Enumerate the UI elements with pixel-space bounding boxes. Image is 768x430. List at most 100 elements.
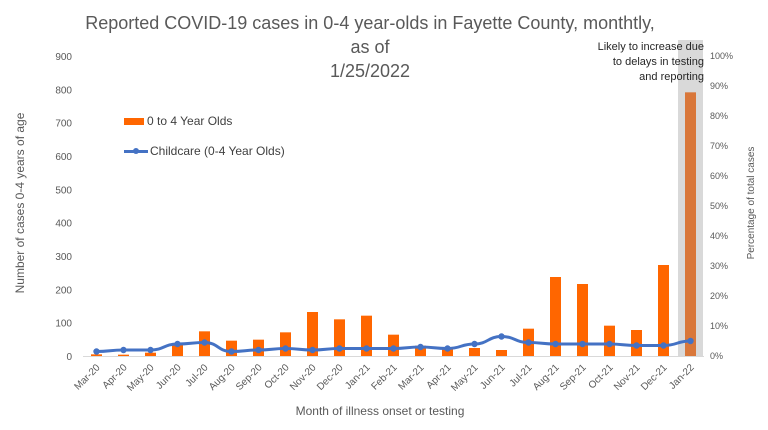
y2-tick-label: 60% xyxy=(710,171,728,181)
line-point-Oct-20 xyxy=(282,345,289,352)
y-tick-label: 500 xyxy=(55,185,72,196)
chart-title: Reported COVID-19 cases in 0-4 year-olds… xyxy=(80,11,660,83)
y-tick-label: 100 xyxy=(55,319,72,330)
bar-Apr-20 xyxy=(118,354,129,356)
legend-label-cases: 0 to 4 Year Olds xyxy=(147,114,233,128)
y-tick-label: 900 xyxy=(55,52,72,63)
legend: 0 to 4 Year Olds Childcare (0-4 Year Old… xyxy=(124,106,285,166)
line-point-Jun-20 xyxy=(174,340,181,348)
bar-Mar-20 xyxy=(91,354,102,356)
x-tick-label: May-20 xyxy=(125,362,157,394)
x-tick-label: Oct-21 xyxy=(587,362,616,391)
bar-May-20 xyxy=(145,352,156,356)
y-tick-label: 800 xyxy=(55,85,72,96)
bar-Aug-21 xyxy=(550,277,561,356)
y2-tick-label: 10% xyxy=(710,321,728,331)
y-tick-label: 200 xyxy=(55,285,72,296)
bar-Sep-21 xyxy=(577,284,588,356)
x-axis-label: Month of illness onset or testing xyxy=(295,404,465,418)
right-axis-ticks: 0% 10% 20% 30% 40% 50% 60% 70% 80% 90% 100% xyxy=(710,51,733,361)
bar-Jan-21 xyxy=(361,315,372,356)
x-tick-label: May-21 xyxy=(449,362,481,394)
line-point-Aug-21 xyxy=(552,340,559,348)
annotation-line-2: to delays in testing xyxy=(612,56,704,68)
line-point-Oct-21 xyxy=(606,340,613,348)
annotation-line-3: and reporting xyxy=(639,71,704,83)
line-point-Sep-20 xyxy=(255,346,262,354)
line-point-Jan-22 xyxy=(687,337,694,345)
x-tick-label: Sep-21 xyxy=(558,362,589,393)
line-point-Dec-21 xyxy=(660,342,667,349)
y2-tick-label: 50% xyxy=(710,201,728,211)
line-point-May-20 xyxy=(147,346,154,354)
line-point-Jul-20 xyxy=(201,339,208,346)
bar-Nov-20 xyxy=(307,312,318,356)
y2-tick-label: 70% xyxy=(710,141,728,151)
y2-tick-label: 100% xyxy=(710,51,733,61)
line-point-Aug-20 xyxy=(228,348,235,355)
chart-title-line-2: 1/25/2022 xyxy=(329,61,411,81)
y2-tick-label: 40% xyxy=(710,231,728,241)
left-axis-ticks: 0 100 200 300 400 500 600 700 800 900 xyxy=(55,52,72,363)
line-point-Apr-21 xyxy=(444,345,451,352)
line-point-Nov-20 xyxy=(309,346,316,354)
legend-label-childcare: Childcare (0-4 Year Olds) xyxy=(150,144,285,158)
chart-title-line-1: Reported COVID-19 cases in 0-4 year-olds… xyxy=(85,13,655,57)
line-point-Mar-21 xyxy=(417,343,424,351)
x-tick-label: Feb-21 xyxy=(369,362,399,392)
line-point-Jan-21 xyxy=(363,345,370,352)
line-point-Feb-21 xyxy=(390,345,397,352)
x-tick-label: Oct-20 xyxy=(263,362,292,391)
delay-annotation: Likely to increase due to delays in test… xyxy=(564,40,704,85)
bar-Dec-20 xyxy=(334,319,345,356)
legend-item-cases: 0 to 4 Year Olds xyxy=(124,106,285,136)
y2-tick-label: 20% xyxy=(710,291,728,301)
bar-Jun-21 xyxy=(496,350,507,356)
bar-Mar-21 xyxy=(415,345,426,356)
y2-tick-label: 0% xyxy=(710,351,723,361)
line-point-Jun-21 xyxy=(498,333,505,340)
y2-tick-label: 30% xyxy=(710,261,728,271)
bar-May-21 xyxy=(469,348,480,356)
line-point-Sep-21 xyxy=(579,340,586,348)
line-point-Apr-20 xyxy=(120,346,127,354)
bar-Jan-22 xyxy=(685,92,696,356)
y-axis-label: Number of cases 0-4 years of age xyxy=(13,112,27,293)
x-tick-label: Nov-21 xyxy=(612,362,643,393)
legend-item-childcare: Childcare (0-4 Year Olds) xyxy=(124,136,285,166)
x-tick-label: Jan-21 xyxy=(343,362,373,392)
line-point-May-21 xyxy=(471,340,478,348)
y-tick-label: 300 xyxy=(55,252,72,263)
x-tick-label: Dec-20 xyxy=(315,362,346,393)
annotation-line-1: Likely to increase due xyxy=(597,41,704,53)
x-tick-label: Sep-20 xyxy=(234,362,265,393)
line-point-Dec-20 xyxy=(336,345,343,352)
x-tick-label: Aug-21 xyxy=(531,362,562,393)
x-tick-label: Mar-21 xyxy=(396,362,426,392)
x-tick-label: Jan-22 xyxy=(667,362,697,392)
line-series xyxy=(93,333,694,355)
y-tick-label: 700 xyxy=(55,119,72,130)
line-point-Jul-21 xyxy=(525,339,532,346)
y2-tick-label: 80% xyxy=(710,111,728,121)
line-point-Mar-20 xyxy=(93,348,100,355)
legend-line-swatch-icon xyxy=(124,145,148,157)
y2-tick-label: 90% xyxy=(710,81,728,91)
legend-bar-swatch-icon xyxy=(124,117,144,125)
x-tick-label: Nov-20 xyxy=(288,362,319,393)
x-tick-label: Jun-20 xyxy=(154,362,184,392)
y-tick-label: 0 xyxy=(66,352,72,363)
x-tick-label: Mar-20 xyxy=(72,362,102,392)
y-tick-label: 600 xyxy=(55,152,72,163)
x-tick-label: Dec-21 xyxy=(639,362,670,393)
bar-Jun-20 xyxy=(172,344,183,356)
line-point-Nov-21 xyxy=(633,342,640,349)
bar-Oct-20 xyxy=(280,332,291,356)
y2-axis-label: Percentage of total cases xyxy=(746,147,757,260)
y-tick-label: 400 xyxy=(55,219,72,230)
x-tick-label: Aug-20 xyxy=(207,362,238,393)
bar-Dec-21 xyxy=(658,265,669,356)
bar-Apr-21 xyxy=(442,348,453,356)
